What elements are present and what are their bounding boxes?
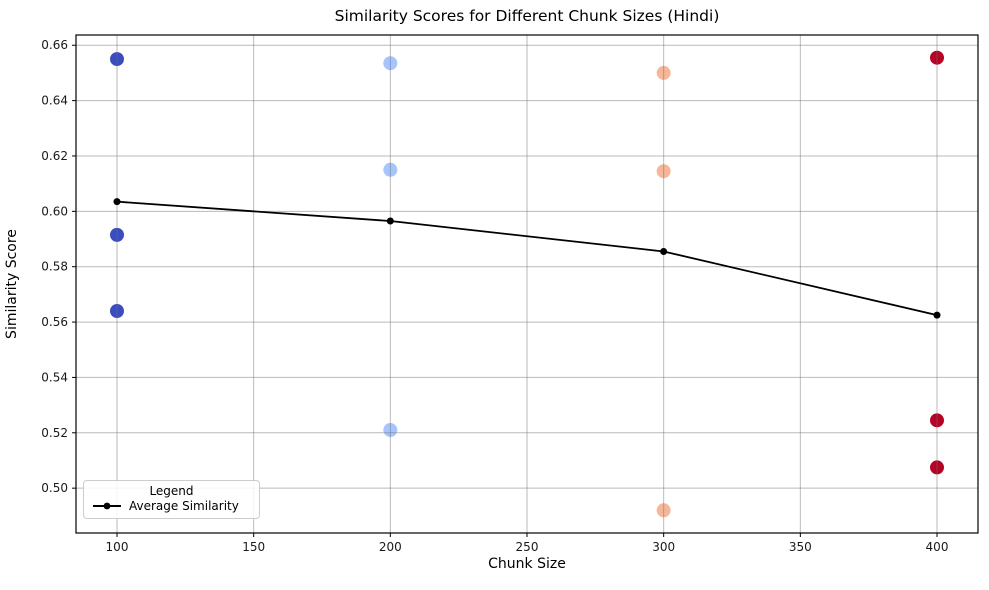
- x-tick-label: 150: [242, 540, 265, 554]
- legend-entry-average-similarity: Average Similarity: [92, 499, 251, 513]
- scatter-point-chunk-300: [656, 503, 671, 518]
- y-tick-label: 0.64: [41, 94, 68, 108]
- scatter-point-chunk-200: [383, 162, 398, 177]
- scatter-point-chunk-100: [110, 303, 124, 318]
- y-tick-label: 0.50: [41, 481, 68, 495]
- x-tick-label: 100: [106, 540, 129, 554]
- average-line-marker-icon: [93, 502, 121, 510]
- x-tick-label: 250: [516, 540, 539, 554]
- scatter-point-chunk-200: [383, 56, 398, 71]
- x-axis-label: Chunk Size: [488, 556, 566, 572]
- legend-entry-label: Average Similarity: [129, 499, 239, 513]
- scatter-point-chunk-400: [930, 50, 944, 65]
- average-similarity-point: [660, 247, 668, 255]
- scatter-point-chunk-400: [930, 413, 944, 428]
- chart-title: Similarity Scores for Different Chunk Si…: [334, 7, 720, 25]
- legend: Legend Average Similarity: [83, 480, 260, 519]
- legend-title: Legend: [149, 484, 194, 498]
- y-tick-label: 0.58: [41, 260, 68, 274]
- y-tick-label: 0.54: [41, 370, 68, 384]
- scatter-point-chunk-400: [930, 460, 944, 475]
- scatter-point-chunk-100: [110, 227, 124, 242]
- average-similarity-point: [933, 311, 941, 319]
- average-similarity-point: [386, 217, 394, 225]
- scatter-point-chunk-200: [383, 423, 398, 438]
- y-tick-label: 0.56: [41, 315, 68, 329]
- scatter-point-chunk-300: [656, 164, 671, 179]
- y-tick-label: 0.62: [41, 149, 68, 163]
- scatter-point-chunk-300: [656, 65, 671, 80]
- y-tick-label: 0.66: [41, 38, 68, 52]
- scatter-point-chunk-100: [110, 52, 124, 67]
- y-tick-label: 0.60: [41, 204, 68, 218]
- average-similarity-line: [116, 200, 938, 317]
- x-tick-label: 350: [789, 540, 812, 554]
- x-tick-label: 200: [379, 540, 402, 554]
- y-tick-label: 0.52: [41, 426, 68, 440]
- x-tick-label: 300: [652, 540, 675, 554]
- average-similarity-point: [113, 198, 121, 206]
- x-tick-label: 400: [926, 540, 949, 554]
